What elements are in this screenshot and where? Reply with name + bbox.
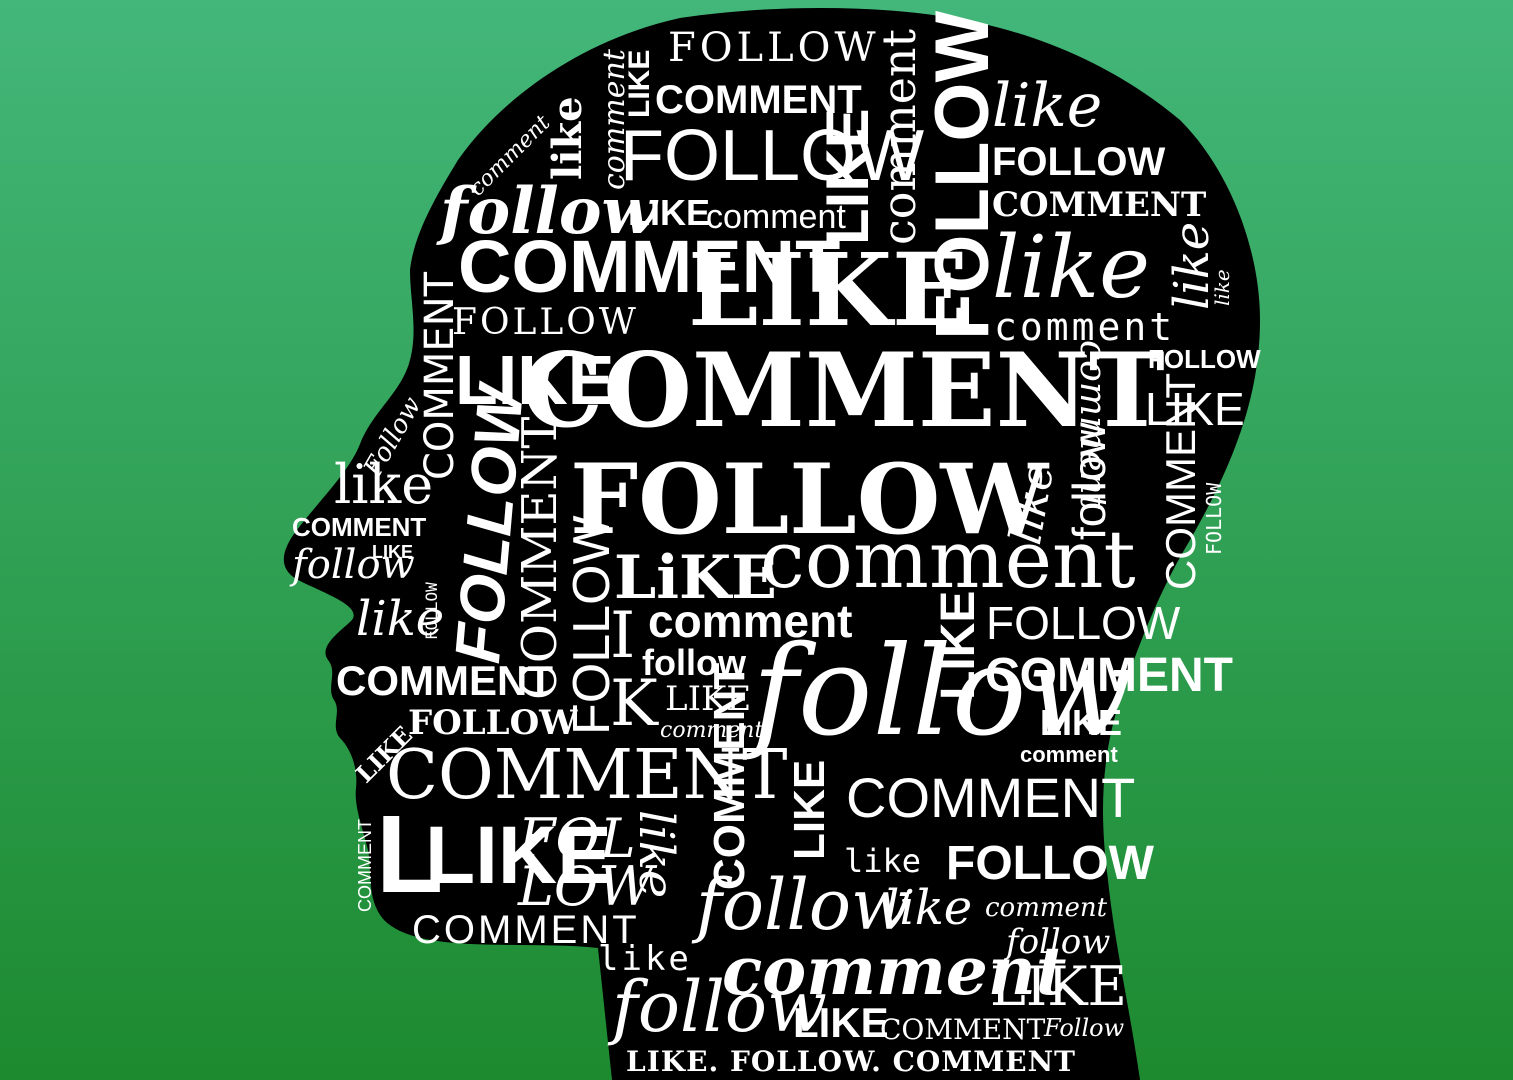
word-follow: FOLLOW <box>946 837 1154 890</box>
word-follow: follow <box>292 542 415 588</box>
word-follow: FOLLOW <box>422 582 441 640</box>
word-comment: COMMENT <box>985 649 1233 702</box>
word-like: like <box>356 591 445 647</box>
word-comment: comment <box>648 595 853 647</box>
word-follow: FOLLOW <box>1202 482 1226 555</box>
word-follow: Follow <box>1044 1014 1125 1042</box>
word-follow: follow <box>642 642 746 683</box>
word-comment: COMMENT <box>992 185 1207 225</box>
word-like: like <box>1164 221 1220 310</box>
word-comment: COMMENT <box>458 225 841 308</box>
word-like: LiKE <box>614 543 777 613</box>
word-comment: COMMENT <box>292 512 427 542</box>
word-follow: follow <box>612 966 827 1048</box>
word-comment: COMMENT <box>880 1013 1046 1046</box>
word-comment: COMMENT <box>846 766 1136 829</box>
word-comment: COMMENT <box>655 78 862 122</box>
tagline: LIKE. FOLLOW. COMMENT <box>626 1045 1077 1078</box>
word-i: I <box>610 599 636 673</box>
word-like: LIKE <box>932 590 985 700</box>
word-like: like <box>844 842 922 880</box>
word-low: LOW <box>518 855 654 918</box>
word-like: LIKE <box>1040 702 1123 743</box>
word-like: like <box>334 453 434 516</box>
word-fol: FOL <box>518 807 636 870</box>
word-follow: follow <box>1006 922 1111 962</box>
word-follow: FOLLOW <box>620 116 925 196</box>
word-follow: FOLLOW <box>986 597 1181 649</box>
word-like: like <box>544 96 591 180</box>
word-comment: comment <box>872 28 926 245</box>
word-comment: COMMENT <box>705 662 754 890</box>
word-follow: follow <box>440 174 657 249</box>
word-like: like <box>628 810 684 899</box>
word-like: LIKE <box>793 999 889 1046</box>
word-like: LIKE <box>455 341 615 419</box>
word-comment: comment <box>985 893 1108 923</box>
word-like: like <box>1210 269 1234 306</box>
word-follow: follow <box>696 864 911 946</box>
word-comment: COMMENT <box>417 271 463 480</box>
word-comment: COMMENT <box>336 657 553 704</box>
word-like: LIKE <box>1145 383 1245 435</box>
word-follow: FOLLOW <box>1148 344 1261 374</box>
word-comment: comment <box>660 718 764 743</box>
word-like: LIKE <box>665 679 752 719</box>
word-like: LIKE <box>990 955 1127 1018</box>
word-k: K <box>610 667 658 741</box>
word-follow: FOLLOW <box>570 443 1049 556</box>
word-like: like <box>992 218 1151 318</box>
word-like: LIKE <box>688 231 969 349</box>
word-l: L <box>376 793 444 916</box>
word-comment: comment <box>706 198 846 236</box>
word-follow: follow <box>752 620 1133 764</box>
word-follow: FOLLOW <box>408 703 578 743</box>
word-comment: comment <box>1020 742 1118 767</box>
word-comment: comment <box>994 305 1176 349</box>
word-follow: FOLLOW <box>668 25 880 71</box>
word-follow: FOLLOW <box>992 140 1166 184</box>
word-like: LIKE <box>425 810 612 901</box>
word-comment: COMMENT <box>522 331 1165 451</box>
word-like: like <box>598 939 692 979</box>
word-comment: COMMENT <box>355 819 375 912</box>
word-comment: comment <box>760 513 1136 606</box>
word-comment: COMMENT <box>1157 373 1204 590</box>
word-like: like <box>884 880 973 936</box>
word-comment: comment <box>722 932 1067 1010</box>
word-follow: FOLLOW <box>452 302 639 343</box>
word-like: LIKE <box>372 542 414 562</box>
word-like: LIKE <box>785 759 834 860</box>
word-comment: COMMENT <box>386 736 788 815</box>
word-comment: COMMENT <box>412 908 640 952</box>
word-like: like <box>992 71 1103 141</box>
word-like: LIKE <box>628 192 711 233</box>
